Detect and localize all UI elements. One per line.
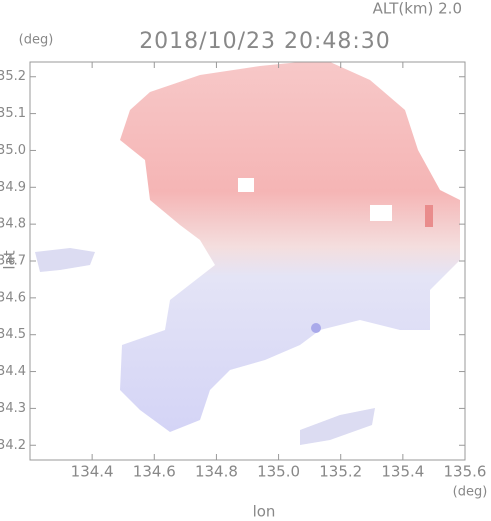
x-tick-label: 134.6 bbox=[133, 463, 176, 481]
x-tick-label: 135.6 bbox=[444, 463, 487, 481]
y-tick-label: 34.3 bbox=[0, 401, 26, 416]
echo-area bbox=[300, 408, 375, 445]
y-unit: (deg) bbox=[19, 33, 54, 48]
echo-area bbox=[35, 248, 95, 272]
y-tick-label: 34.8 bbox=[0, 217, 26, 232]
chart-title: 2018/10/23 20:48:30 bbox=[139, 29, 391, 54]
y-tick-label: 34.4 bbox=[0, 364, 26, 379]
x-unit: (deg) bbox=[453, 485, 488, 500]
x-tick-label: 135.2 bbox=[319, 463, 362, 481]
x-tick-label: 134.4 bbox=[71, 463, 114, 481]
y-tick-label: 34.7 bbox=[0, 254, 26, 269]
x-tick-label: 135.4 bbox=[381, 463, 424, 481]
y-tick-label: 35.0 bbox=[0, 143, 26, 158]
radar-echo bbox=[35, 62, 460, 445]
echo-core bbox=[311, 323, 321, 333]
echo-area bbox=[120, 62, 460, 432]
echo-gap bbox=[238, 178, 254, 192]
y-tick-label: 34.2 bbox=[0, 438, 26, 453]
echo-gap bbox=[370, 205, 392, 221]
y-tick-label: 35.2 bbox=[0, 69, 26, 84]
y-tick-label: 35.1 bbox=[0, 106, 26, 121]
y-axis-label: lat bbox=[1, 250, 19, 269]
x-tick-label: 135.0 bbox=[257, 463, 300, 481]
x-axis-label: lon bbox=[253, 503, 276, 521]
subtitle: ALT(km) 2.0 bbox=[373, 0, 462, 18]
y-tick-label: 34.6 bbox=[0, 290, 26, 305]
y-tick-label: 34.5 bbox=[0, 327, 26, 342]
echo-core bbox=[425, 205, 433, 227]
x-tick-label: 134.8 bbox=[195, 463, 238, 481]
y-tick-label: 34.9 bbox=[0, 180, 26, 195]
